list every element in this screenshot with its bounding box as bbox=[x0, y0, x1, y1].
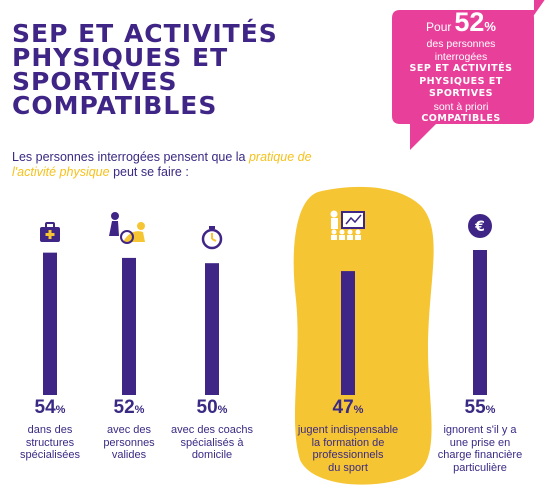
title-line: COMPATIBLES bbox=[12, 91, 218, 120]
badge-text: sont à priori bbox=[433, 100, 489, 113]
badge-bold-text: PHYSIQUES ET bbox=[419, 75, 503, 87]
bar-value-label: 50% bbox=[196, 397, 228, 418]
assistance-icon bbox=[109, 212, 145, 244]
title-line: SEP ET ACTIVITÉS bbox=[12, 19, 278, 48]
badge-text: des personnes bbox=[426, 38, 496, 50]
title-line: PHYSIQUES ET bbox=[12, 43, 229, 72]
highlight-blob bbox=[293, 186, 434, 485]
intro-highlight: pratique de l'activité physique bbox=[12, 150, 312, 179]
euro-coin-icon: € bbox=[468, 214, 492, 238]
badge-percentage: Pour 52% bbox=[390, 9, 532, 38]
badge-value: 52 bbox=[454, 7, 485, 37]
bar-category-label: ignorent s'il y a une prise en charge fina… bbox=[437, 424, 523, 474]
chart-bar bbox=[43, 252, 57, 395]
teacher-board-icon bbox=[330, 210, 365, 240]
title-line: SPORTIVES bbox=[12, 67, 178, 96]
svg-text:€: € bbox=[474, 219, 485, 235]
badge-text: interrogées bbox=[434, 50, 488, 63]
intro-part: Les personnes interrogées pensent que la bbox=[12, 150, 246, 164]
bar-category-label: avec des personnes valides bbox=[103, 424, 155, 461]
chart-bar bbox=[341, 271, 355, 395]
stopwatch-icon bbox=[201, 226, 223, 250]
medical-kit-icon bbox=[40, 222, 60, 242]
bar-category-label: jugent indispensable la formation de profe… bbox=[297, 424, 399, 474]
badge-bold-text: SPORTIVES bbox=[429, 88, 493, 99]
bar-value-label: 47% bbox=[332, 397, 364, 418]
badge-bold-text: COMPATIBLES bbox=[421, 113, 501, 124]
chart-bar bbox=[205, 263, 219, 395]
summary-badge: Pour 52% des personnes interrogées SEP E… bbox=[390, 9, 532, 126]
badge-pre: Pour bbox=[426, 20, 452, 34]
bar-category-label: dans des structures spécialisées bbox=[20, 424, 80, 461]
bar-category-label: avec des coachs spécialisés à domicile bbox=[171, 424, 253, 461]
intro-text: Les personnes interrogées pensent que la… bbox=[12, 150, 322, 180]
chart-bar bbox=[473, 250, 487, 395]
badge-unit: % bbox=[484, 19, 496, 34]
chart-bar bbox=[122, 257, 136, 395]
page-title: SEP ET ACTIVITÉS PHYSIQUES ET SPORTIVES … bbox=[12, 19, 342, 120]
badge-bold-text: SEP ET ACTIVITÉS bbox=[409, 63, 513, 74]
intro-part: peut se faire : bbox=[113, 165, 189, 179]
bar-value-label: 55% bbox=[464, 397, 496, 418]
bar-value-label: 52% bbox=[113, 397, 145, 418]
bar-value-label: 54% bbox=[34, 397, 66, 418]
